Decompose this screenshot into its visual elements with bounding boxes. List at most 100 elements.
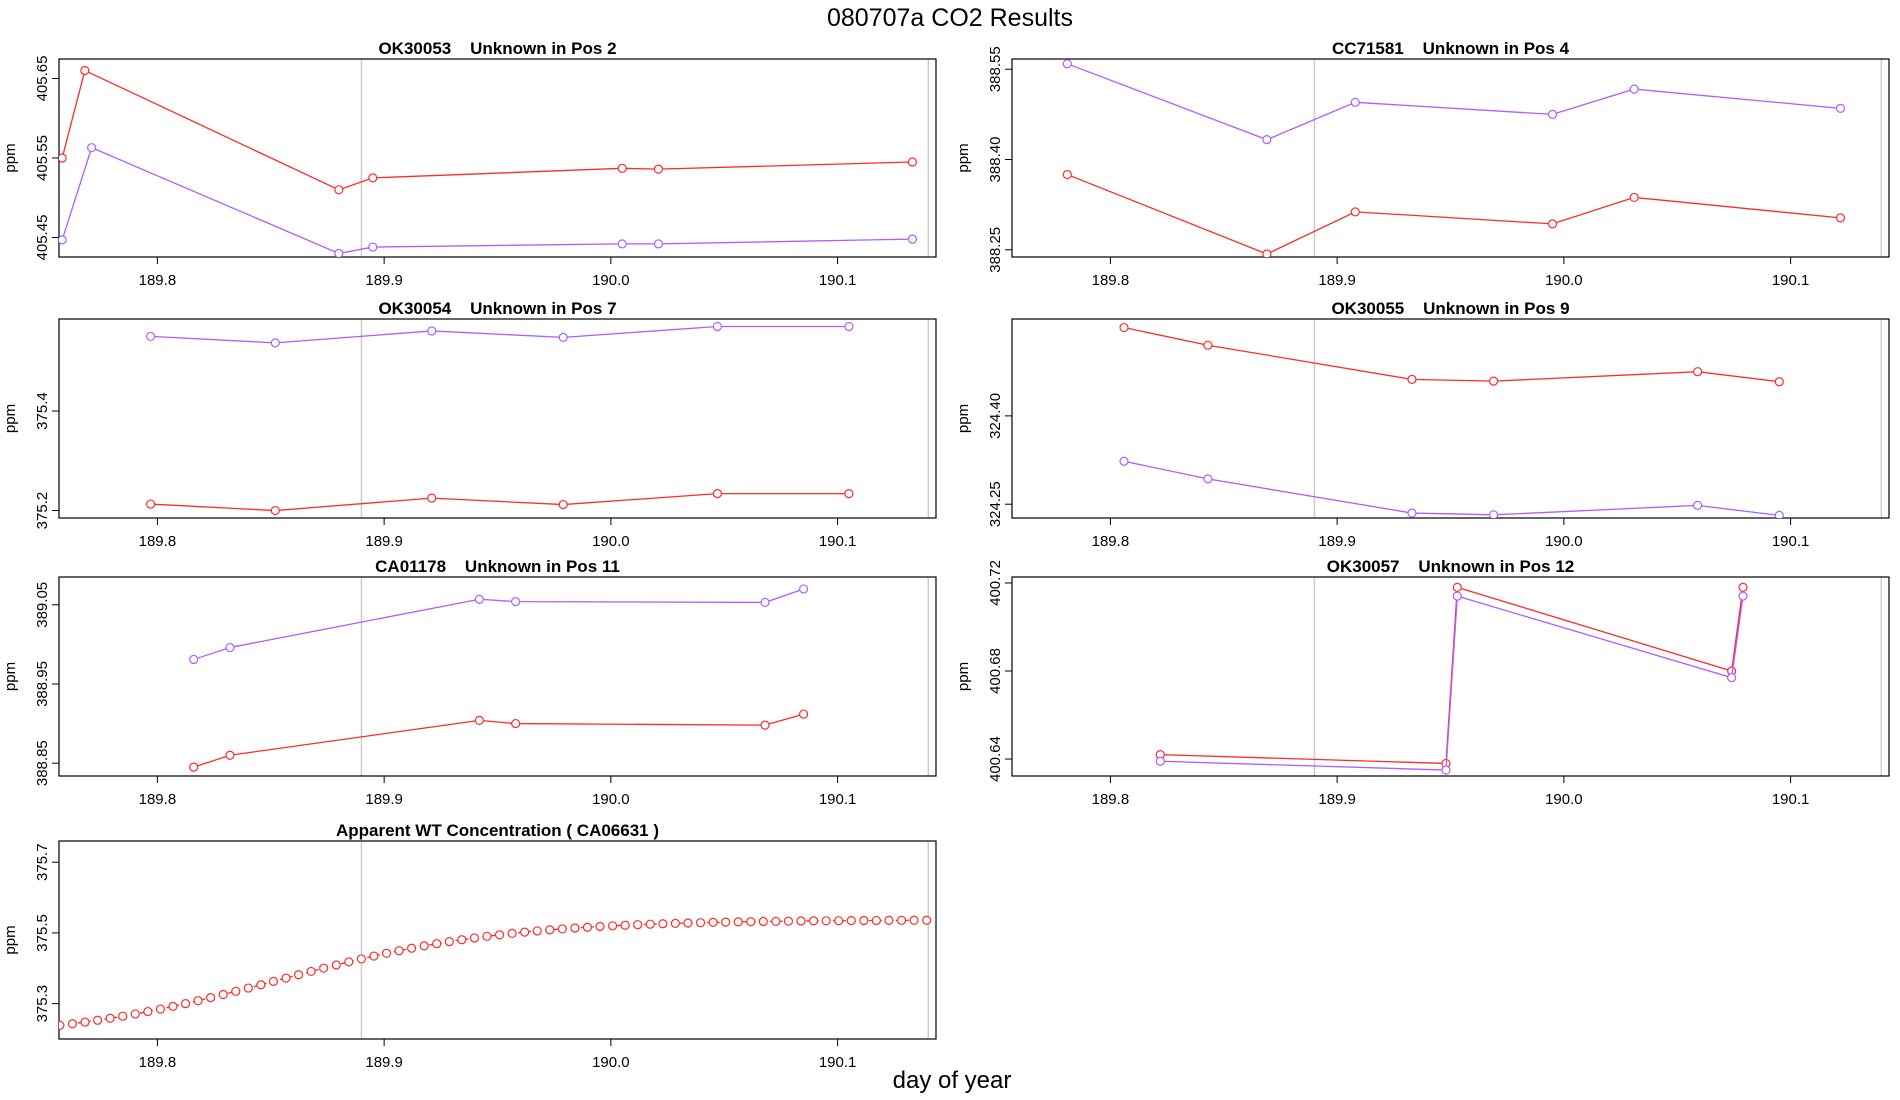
data-point xyxy=(1629,84,1639,94)
data-point xyxy=(130,1009,140,1019)
data-point xyxy=(1547,109,1558,119)
chart-title: CA01178 Unknown in Pos 11 xyxy=(375,557,620,576)
y-tick-label: 388.55 xyxy=(987,46,1004,92)
x-tick-label: 189.8 xyxy=(1092,791,1130,808)
series-layer xyxy=(1155,582,1748,775)
data-point xyxy=(520,927,530,937)
data-point xyxy=(1693,367,1703,377)
data-point xyxy=(1835,103,1846,113)
data-point xyxy=(558,499,568,510)
y-axis-label: ppm xyxy=(955,404,972,433)
y-tick-label: 375.5 xyxy=(34,914,51,952)
data-point xyxy=(798,584,809,594)
data-point xyxy=(922,915,932,925)
data-point xyxy=(80,1017,90,1027)
x-tick-label: 190.1 xyxy=(819,533,857,550)
data-point xyxy=(225,642,235,653)
x-tick-label: 189.8 xyxy=(139,272,177,289)
data-point xyxy=(1119,456,1129,466)
data-point xyxy=(444,937,454,947)
data-point xyxy=(871,915,881,926)
x-tick-label: 190.1 xyxy=(1772,272,1810,289)
data-point xyxy=(419,941,429,951)
data-point xyxy=(582,922,593,932)
data-point xyxy=(189,762,199,772)
series-line-red xyxy=(59,919,927,1026)
x-tick-label: 190.1 xyxy=(819,791,857,808)
data-point xyxy=(808,916,819,926)
data-point xyxy=(834,916,844,926)
data-point xyxy=(457,935,467,945)
data-point xyxy=(1488,510,1499,518)
data-point xyxy=(67,1019,78,1029)
series-layer xyxy=(1119,322,1784,518)
y-tick-label: 400.72 xyxy=(987,560,1004,606)
plot-frame xyxy=(1011,318,1890,519)
figure-title: 080707a CO2 Results xyxy=(827,4,1073,32)
data-point xyxy=(270,338,280,348)
data-point xyxy=(225,750,235,760)
data-point xyxy=(783,916,794,926)
data-point xyxy=(695,918,706,928)
x-tick-label: 189.9 xyxy=(1318,272,1356,289)
series-line-purple xyxy=(150,325,849,344)
data-point xyxy=(1441,765,1451,775)
data-point xyxy=(193,996,203,1006)
data-point xyxy=(907,157,918,167)
data-point xyxy=(474,715,484,726)
data-point xyxy=(570,923,580,933)
series-layer xyxy=(1062,59,1846,257)
data-point xyxy=(80,65,90,76)
chart-panel-4: OK30055 Unknown in Pos 9 189.8 189.9 190.0 1… xyxy=(955,299,1890,550)
y-axis-label: ppm xyxy=(2,143,19,172)
data-point xyxy=(708,917,718,927)
y-tick-label: 375.2 xyxy=(34,492,51,530)
x-tick-label: 190.0 xyxy=(1545,533,1583,550)
series-layer xyxy=(189,584,809,772)
y-tick-label: 405.55 xyxy=(34,135,51,181)
data-point xyxy=(368,242,378,252)
data-point xyxy=(427,493,437,503)
data-point xyxy=(645,919,655,929)
data-point xyxy=(189,654,199,665)
data-point xyxy=(59,153,67,163)
data-point xyxy=(557,924,567,934)
chart-panel-7: Apparent WT Concentration ( CA06631 ) 189… xyxy=(2,821,937,1071)
data-point xyxy=(407,943,417,953)
data-point xyxy=(683,918,693,928)
x-tick-label: 190.1 xyxy=(1772,791,1810,808)
data-point xyxy=(1062,169,1072,180)
series-line-red xyxy=(1123,326,1780,383)
series-line-red xyxy=(150,492,849,512)
data-point xyxy=(356,954,366,964)
y-tick-label: 400.64 xyxy=(987,736,1004,782)
data-point xyxy=(607,921,618,931)
data-point xyxy=(507,928,517,939)
chart-panel-3: OK30054 Unknown in Pos 7 189.8 189.9 190.0 1… xyxy=(2,299,937,550)
data-point xyxy=(59,235,67,245)
x-tick-label: 190.1 xyxy=(1772,533,1810,550)
data-point xyxy=(798,709,809,719)
data-point xyxy=(1262,249,1272,257)
data-point xyxy=(334,185,344,195)
data-point xyxy=(532,926,542,936)
data-point xyxy=(243,983,253,993)
y-axis-label: ppm xyxy=(955,662,972,691)
series-line-red xyxy=(1067,173,1841,255)
data-point xyxy=(231,986,241,996)
data-point xyxy=(1203,340,1213,350)
data-point xyxy=(558,332,568,343)
plot-frame xyxy=(58,576,937,777)
data-point xyxy=(620,920,630,930)
y-tick-label: 324.25 xyxy=(987,481,1004,527)
data-point xyxy=(1629,192,1639,203)
data-point xyxy=(381,948,392,958)
y-axis-label: ppm xyxy=(2,404,19,433)
data-point xyxy=(1547,219,1558,229)
data-point xyxy=(1693,500,1703,510)
y-tick-label: 388.95 xyxy=(34,661,51,707)
data-point xyxy=(545,925,555,935)
data-point xyxy=(270,505,280,516)
chart-panel-2: CC71581 Unknown in Pos 4 189.8 189.9 190.0 1… xyxy=(955,39,1890,289)
